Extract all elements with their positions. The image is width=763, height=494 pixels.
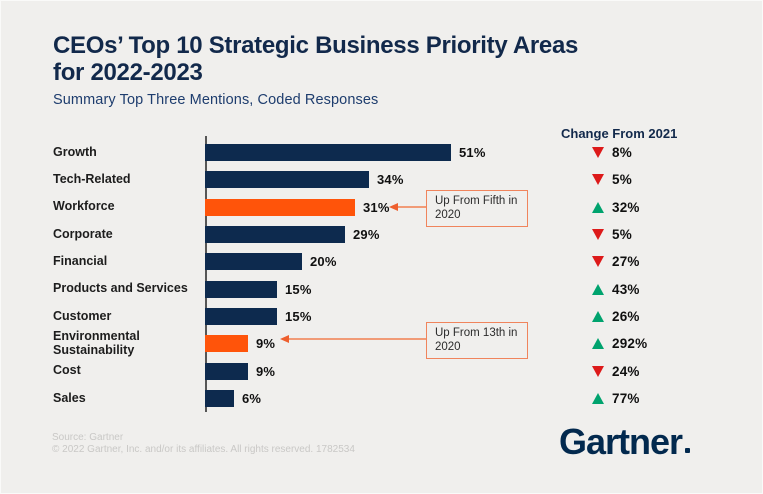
triangle-up-icon <box>592 338 604 350</box>
change-value: 43% <box>612 281 640 297</box>
chart-row: Cost 9% 24% <box>53 357 753 384</box>
chart-row: Corporate 29% 5% <box>53 221 753 248</box>
bar-value-label: 31% <box>363 199 390 215</box>
category-label: Sales <box>53 390 86 405</box>
page-title: CEOs’ Top 10 Strategic Business Priority… <box>53 32 578 86</box>
bar <box>205 280 277 298</box>
change-cell: 27% <box>592 254 640 269</box>
category-label: Financial <box>53 254 108 269</box>
change-cell: 8% <box>592 145 632 160</box>
change-cell: 26% <box>592 309 640 324</box>
bar <box>205 144 451 162</box>
change-cell: 77% <box>592 391 640 406</box>
bar-cell: 9% <box>205 362 592 380</box>
change-value: 24% <box>612 363 640 379</box>
category-label: Tech-Related <box>53 172 131 187</box>
bar <box>205 226 345 244</box>
bar <box>205 335 248 353</box>
bar-cell: 15% <box>205 280 592 298</box>
bar-cell: 31% <box>205 198 592 216</box>
triangle-down-icon <box>592 256 604 268</box>
source-note: Source: Gartner <box>52 432 124 443</box>
page-title-line2: for 2022-2023 <box>53 59 203 86</box>
registered-mark-dot <box>685 448 691 453</box>
bar-cell: 20% <box>205 253 592 271</box>
annotation-arrow-line-sustainability <box>288 338 426 340</box>
change-value: 26% <box>612 308 640 324</box>
change-value: 8% <box>612 145 632 161</box>
bar <box>205 362 248 380</box>
category-label: Growth <box>53 144 97 159</box>
copyright-note: © 2022 Gartner, Inc. and/or its affiliat… <box>52 444 355 455</box>
bar-cell: 51% <box>205 144 592 162</box>
page-title-line1: CEOs’ Top 10 Strategic Business Priority… <box>53 32 579 59</box>
change-value: 5% <box>612 227 632 243</box>
triangle-up-icon <box>592 283 604 295</box>
bar-value-label: 51% <box>459 145 486 161</box>
change-cell: 43% <box>592 282 640 297</box>
chart-row: Customer 15% 26% <box>53 303 753 330</box>
change-value: 292% <box>612 336 648 352</box>
bar-value-label: 9% <box>256 363 276 379</box>
triangle-up-icon <box>592 201 604 213</box>
bar-cell: 9% <box>205 335 592 353</box>
bar-value-label: 15% <box>285 281 312 297</box>
change-cell: 5% <box>592 172 632 187</box>
bar <box>205 198 355 216</box>
chart-row: Sales 6% 77% <box>53 385 753 412</box>
change-value: 32% <box>612 199 640 215</box>
change-cell: 5% <box>592 227 632 242</box>
arrow-left-icon <box>389 202 398 211</box>
change-value: 5% <box>612 172 632 188</box>
triangle-down-icon <box>592 229 604 241</box>
bar-value-label: 29% <box>353 227 380 243</box>
chart-row: Environmental Sustainability 9% 292% <box>53 329 753 357</box>
gartner-logo: Gartner <box>559 421 691 463</box>
category-label: Cost <box>53 363 81 378</box>
chart-row: Growth 51% 8% <box>53 139 753 166</box>
bar-value-label: 15% <box>285 308 312 324</box>
annotation-box-sustainability: Up From 13th in 2020 <box>426 322 528 359</box>
bar <box>205 389 234 407</box>
category-label: Corporate <box>53 226 113 241</box>
chart-row: Financial 20% 27% <box>53 248 753 275</box>
change-cell: 292% <box>592 336 647 351</box>
bar-value-label: 6% <box>242 390 262 406</box>
category-label: Customer <box>53 308 112 323</box>
bar-value-label: 34% <box>377 172 404 188</box>
chart-rows: Growth 51% 8% Tech-Related 34% 5% Workfo… <box>53 139 753 412</box>
page-subtitle: Summary Top Three Mentions, Coded Respon… <box>53 92 379 108</box>
triangle-down-icon <box>592 174 604 186</box>
bar <box>205 307 277 325</box>
bar-cell: 34% <box>205 171 592 189</box>
arrow-left-icon <box>280 334 289 343</box>
bar-cell: 29% <box>205 226 592 244</box>
category-label: Workforce <box>53 199 115 214</box>
triangle-up-icon <box>592 392 604 404</box>
triangle-up-icon <box>592 310 604 322</box>
change-value: 77% <box>612 390 640 406</box>
triangle-down-icon <box>592 365 604 377</box>
bar <box>205 253 302 271</box>
change-value: 27% <box>612 254 640 270</box>
bar-value-label: 9% <box>256 336 276 352</box>
gartner-logo-text: Gartner <box>559 421 683 462</box>
annotation-arrow-line-workforce <box>397 206 426 208</box>
category-label: Products and Services <box>53 281 188 296</box>
change-cell: 32% <box>592 200 640 215</box>
chart-row: Products and Services 15% 43% <box>53 275 753 302</box>
change-column-header: Change From 2021 <box>561 126 678 141</box>
category-label: Environmental Sustainability <box>53 329 140 357</box>
annotation-box-workforce: Up From Fifth in 2020 <box>426 190 528 227</box>
chart-row: Tech-Related 34% 5% <box>53 166 753 193</box>
bar-value-label: 20% <box>310 254 337 270</box>
bar-cell: 15% <box>205 307 592 325</box>
triangle-down-icon <box>592 147 604 159</box>
y-axis-line <box>205 136 207 412</box>
bar <box>205 171 369 189</box>
change-cell: 24% <box>592 364 640 379</box>
chart-row: Workforce 31% 32% <box>53 194 753 221</box>
bar-cell: 6% <box>205 389 592 407</box>
